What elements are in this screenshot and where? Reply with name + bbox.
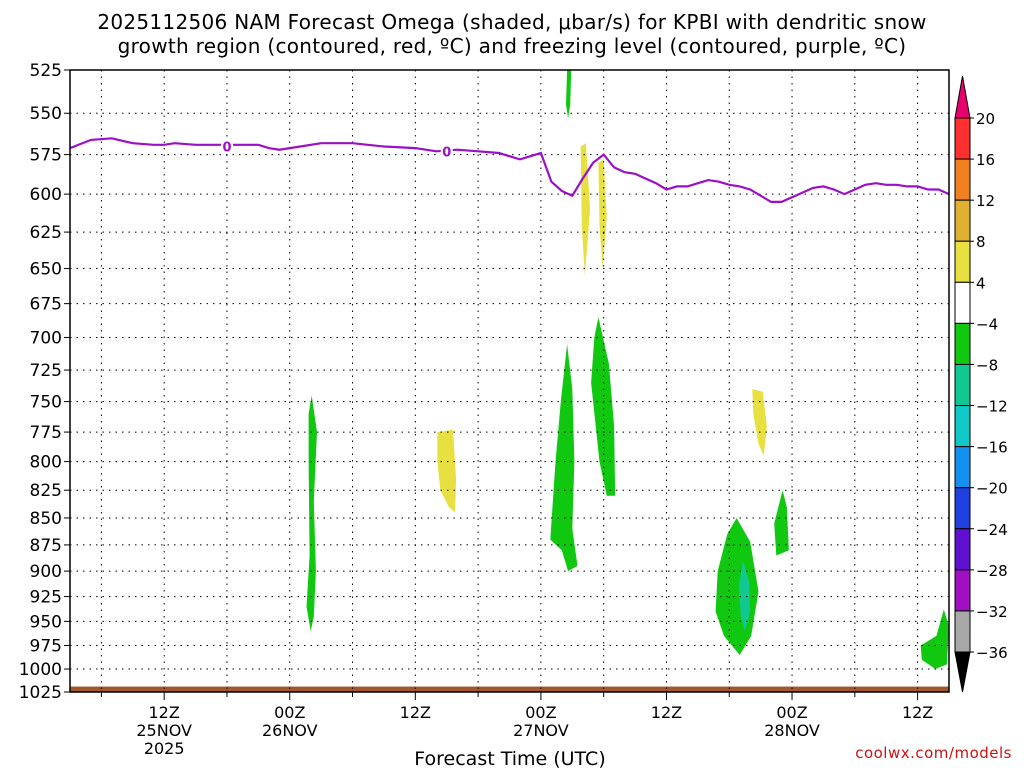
x-tick-year-label: 2025 [144,739,185,758]
grid-layer [70,69,949,693]
colorbar-segment [954,281,971,324]
colorbar-label: −36 [976,644,1008,662]
y-axis: 525 550 575 600 625 650 675 700 725 750 775 800 825 8… [19,61,70,703]
colorbar-bottom-triangle [954,651,971,693]
omega-region [774,490,789,556]
y-tick-label: 750 [30,393,62,413]
y-tick-label: 525 [30,61,62,81]
omega-region [550,344,578,572]
chart-title-line-1: 2025112506 NAM Forecast Omega (shaded, μ… [97,10,927,34]
colorbar-segment [954,569,971,612]
x-tick-date-label: 26NOV [262,721,318,740]
colorbar-label: −16 [976,439,1008,457]
colorbar-label: 8 [976,233,986,251]
omega-region [738,560,751,632]
y-tick-label: 975 [30,637,62,657]
x-tick-label: 00Z [776,703,807,722]
y-tick-label: 700 [30,328,62,348]
y-tick-label: 625 [30,223,62,243]
omega-region [580,143,591,276]
x-tick-date-label: 28NOV [764,721,820,740]
omega-shading-layer [306,70,949,669]
y-tick-label: 600 [30,185,62,205]
omega-region [715,518,759,655]
x-tick-label: 00Z [525,703,556,722]
y-tick-label: 825 [30,481,62,501]
y-tick-label: 950 [30,612,62,632]
y-tick-label: 925 [30,588,62,608]
x-tick-label: 00Z [274,703,305,722]
y-tick-label: 675 [30,295,62,315]
colorbar-label: −4 [976,315,998,333]
omega-region [598,159,607,269]
colorbar-top-triangle [954,75,971,119]
credit-link[interactable]: coolwx.com/models [855,744,1012,762]
colorbar-label: −12 [976,398,1008,416]
omega-region [752,389,767,456]
colorbar-segment [954,446,971,489]
y-tick-label: 900 [30,562,62,582]
colorbar-segment [954,240,971,283]
colorbar-label: −20 [976,480,1008,498]
chart-title-line-2: growth region (contoured, red, ºC) and f… [117,34,907,58]
colorbar-segment [954,199,971,242]
freezing-level-label: 0 [442,145,451,160]
omega-region [591,317,616,496]
colorbar-segment [954,405,971,448]
y-tick-label: 1025 [19,683,62,703]
colorbar-segment [954,610,971,653]
y-tick-label: 575 [30,146,62,166]
omega-region [437,429,457,513]
x-tick-date-label: 27NOV [513,721,569,740]
colorbar-segment [954,322,971,365]
x-tick-label: 12Z [651,703,682,722]
colorbar: 20 16 12 8 4 −4 −8 −12 −16 −20 −24 −28 −32 −36 [954,75,1008,693]
colorbar-label: −32 [976,603,1008,621]
x-tick-label: 12Z [400,703,431,722]
colorbar-label: −8 [976,356,998,374]
x-tick-label: 12Z [149,703,180,722]
terrain-band [70,686,949,692]
colorbar-label: 12 [976,192,995,210]
y-tick-label: 850 [30,509,62,529]
contour-label-background [220,138,233,154]
x-axis-label: Forecast Time (UTC) [414,748,605,768]
y-tick-label: 800 [30,453,62,473]
y-tick-label: 875 [30,536,62,556]
y-tick-label: 550 [30,104,62,124]
y-tick-label: 650 [30,260,62,280]
terrain-layer [70,686,949,692]
contour-label-background [440,143,453,159]
omega-region [566,70,572,119]
freezing-level-label: 0 [222,140,231,155]
x-tick-date-label: 25NOV [136,721,192,740]
plot-frame [69,69,950,693]
plot-border [69,69,950,693]
colorbar-label: 16 [976,151,995,169]
freezing-level-line [69,137,950,203]
y-tick-label: 725 [30,361,62,381]
colorbar-segment [954,158,971,201]
colorbar-segment [954,117,971,160]
x-tick-label: 12Z [902,703,933,722]
omega-region [306,395,317,632]
colorbar-label: −24 [976,521,1008,539]
y-tick-label: 1000 [19,660,62,680]
colorbar-label: 20 [976,110,995,128]
colorbar-segment [954,363,971,407]
colorbar-label: −28 [976,562,1008,580]
colorbar-label: 4 [976,274,986,292]
colorbar-segment [954,487,971,530]
colorbar-segment [954,528,971,571]
y-tick-label: 775 [30,423,62,443]
omega-region [920,609,949,669]
